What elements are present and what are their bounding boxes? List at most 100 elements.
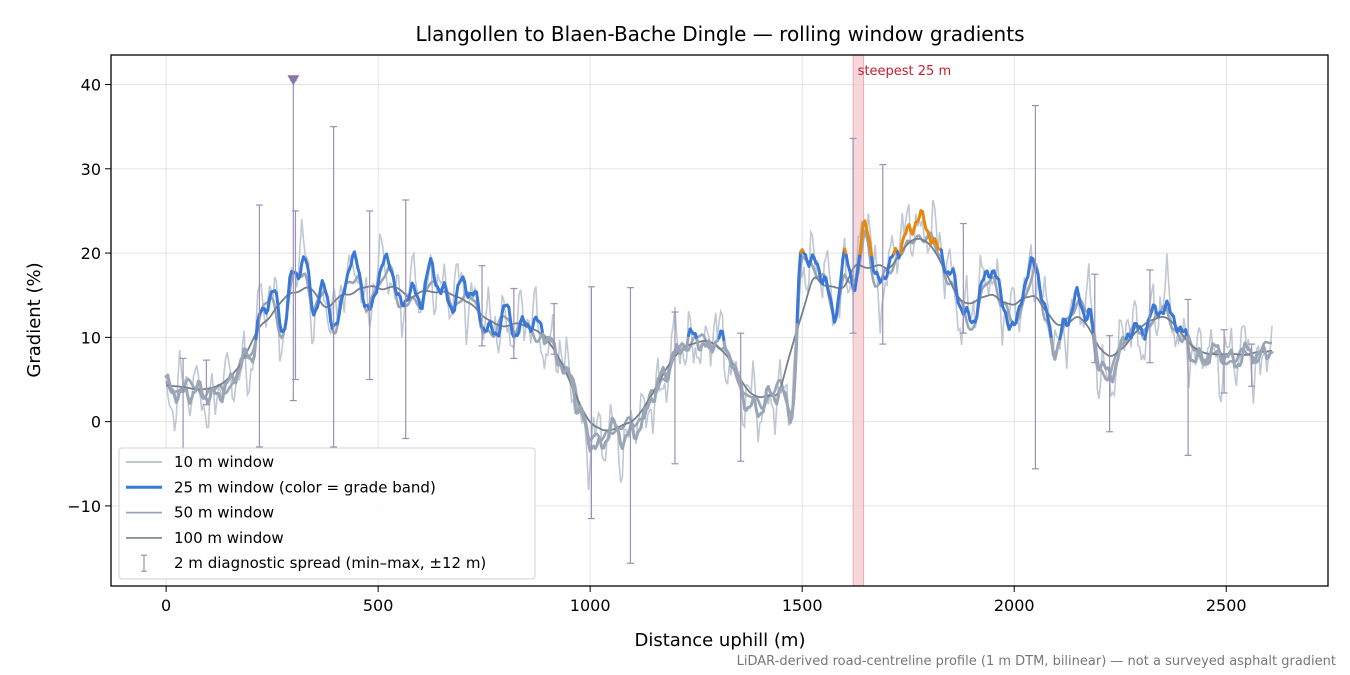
- series-25m-segment: [1050, 327, 1052, 339]
- legend-label: 100 m window: [174, 529, 284, 547]
- series-25m-segment: [500, 314, 502, 329]
- spread-bar: [1185, 299, 1192, 455]
- steepest-segment-band: [853, 55, 864, 586]
- legend-label: 25 m window (color = grade band): [174, 478, 436, 496]
- series-25m-segment: [285, 318, 287, 329]
- series-25m-segment: [901, 242, 903, 253]
- x-tick-label: 1500: [782, 596, 823, 615]
- series-25m-segment: [1074, 293, 1076, 305]
- series-25m-segment: [519, 322, 521, 332]
- series-25m-segment: [794, 366, 796, 398]
- series-25m-segment: [360, 274, 362, 284]
- series-25m-segment: [755, 400, 757, 410]
- series-25m-segment: [1001, 292, 1003, 306]
- series-25m-segment: [619, 434, 621, 445]
- series-25m-segment: [309, 272, 311, 290]
- series-25m-segment: [797, 278, 799, 323]
- series-25m-segment: [857, 265, 859, 279]
- series-25m-segment: [741, 382, 743, 396]
- x-axis-label: Distance uphill (m): [635, 630, 806, 651]
- series-25m-segment: [819, 270, 821, 281]
- y-tick-label: 20: [81, 244, 101, 263]
- series-25m-segment: [300, 263, 302, 275]
- series-25m-segment: [687, 336, 689, 347]
- series-25m-segment: [1096, 345, 1098, 360]
- series-25m-segment: [1038, 274, 1040, 287]
- series-25m-segment: [1087, 309, 1089, 319]
- spread-bar: [1146, 270, 1153, 363]
- series-25m-segment: [1023, 286, 1025, 298]
- y-tick-label: 40: [81, 76, 101, 95]
- series-25m-segment: [268, 299, 270, 310]
- legend-label: 10 m window: [174, 453, 274, 471]
- footnote: LiDAR-derived road-centreline profile (1…: [737, 654, 1336, 669]
- series-25m-segment: [858, 254, 860, 266]
- series-25m-segment: [887, 265, 889, 276]
- steepest-label: steepest 25 m: [858, 64, 951, 79]
- series-25m-segment: [422, 295, 424, 308]
- series-25m-segment: [655, 390, 657, 402]
- series-25m-segment: [327, 297, 329, 307]
- x-axis-ticks: 0 500 1000 1500 2000 2500: [161, 586, 1247, 615]
- legend-item-spread: 2 m diagnostic spread (min–max, ±12 m): [141, 554, 486, 572]
- series-25m-segment: [510, 320, 512, 334]
- series-25m-segment: [743, 396, 745, 409]
- spread-bar: [879, 165, 886, 345]
- series-25m-segment: [792, 398, 794, 418]
- spread-bar: [1106, 336, 1113, 432]
- series-25m-segment: [955, 276, 957, 292]
- series-25m-segment: [478, 304, 480, 319]
- series-25m-segment: [840, 277, 842, 291]
- series-25m-segment: [841, 259, 843, 277]
- series-25m-segment: [1209, 352, 1211, 363]
- series-25m-segment: [1242, 350, 1244, 362]
- series-25m-segment: [872, 258, 874, 271]
- series-25m-segment: [1219, 351, 1221, 361]
- series-25m-segment: [1060, 329, 1062, 339]
- series-25m-segment: [288, 277, 290, 296]
- y-axis-ticks: −10 0 10 20 30 40: [67, 76, 111, 516]
- series-25m-segment: [1092, 322, 1094, 334]
- series-25m-segment: [465, 282, 467, 293]
- series-25m-segment: [432, 264, 434, 278]
- legend-label: 2 m diagnostic spread (min–max, ±12 m): [174, 554, 486, 572]
- x-tick-label: 500: [363, 596, 394, 615]
- x-tick-label: 2000: [994, 596, 1035, 615]
- series-25m-segment: [541, 324, 543, 334]
- x-tick-label: 0: [161, 596, 171, 615]
- series-25m-segment: [1119, 341, 1121, 351]
- series-25m-segment: [256, 321, 258, 338]
- x-tick-label: 1000: [570, 596, 611, 615]
- y-tick-label: 0: [91, 413, 101, 432]
- series-25m-segment: [278, 307, 280, 324]
- y-tick-label: 10: [81, 328, 101, 347]
- series-25m-segment: [319, 289, 321, 302]
- series-25m-segment: [923, 212, 925, 222]
- series-25m-segment: [1052, 339, 1054, 354]
- series-25m-segment: [999, 280, 1001, 292]
- chart-title: Llangollen to Blaen-Bache Dingle — rolli…: [415, 22, 1024, 46]
- series-25m-segment: [656, 380, 658, 390]
- series-25m-segment: [378, 272, 380, 283]
- series-25m-segment: [787, 401, 789, 416]
- series-25m-segment: [795, 322, 797, 366]
- y-axis-label: Gradient (%): [24, 262, 45, 377]
- series-25m-segment: [456, 285, 458, 297]
- series-25m-segment: [836, 303, 838, 317]
- series-25m-segment: [668, 369, 670, 379]
- series-25m-segment: [838, 290, 840, 303]
- series-25m-segment: [477, 292, 479, 304]
- series-25m-segment: [424, 281, 426, 295]
- series-25m-segment: [723, 332, 725, 343]
- series-25m-segment: [555, 344, 557, 357]
- series-25m-segment: [979, 286, 981, 301]
- series-25m-segment: [573, 388, 575, 402]
- series-25m-segment: [1091, 310, 1093, 323]
- series-25m-segment: [860, 238, 862, 253]
- series-25m-segment: [831, 300, 833, 312]
- series-25m-segment: [339, 302, 341, 315]
- series-25m-segment: [587, 428, 589, 443]
- y-tick-label: 30: [81, 160, 101, 179]
- y-tick-label: −10: [67, 497, 101, 516]
